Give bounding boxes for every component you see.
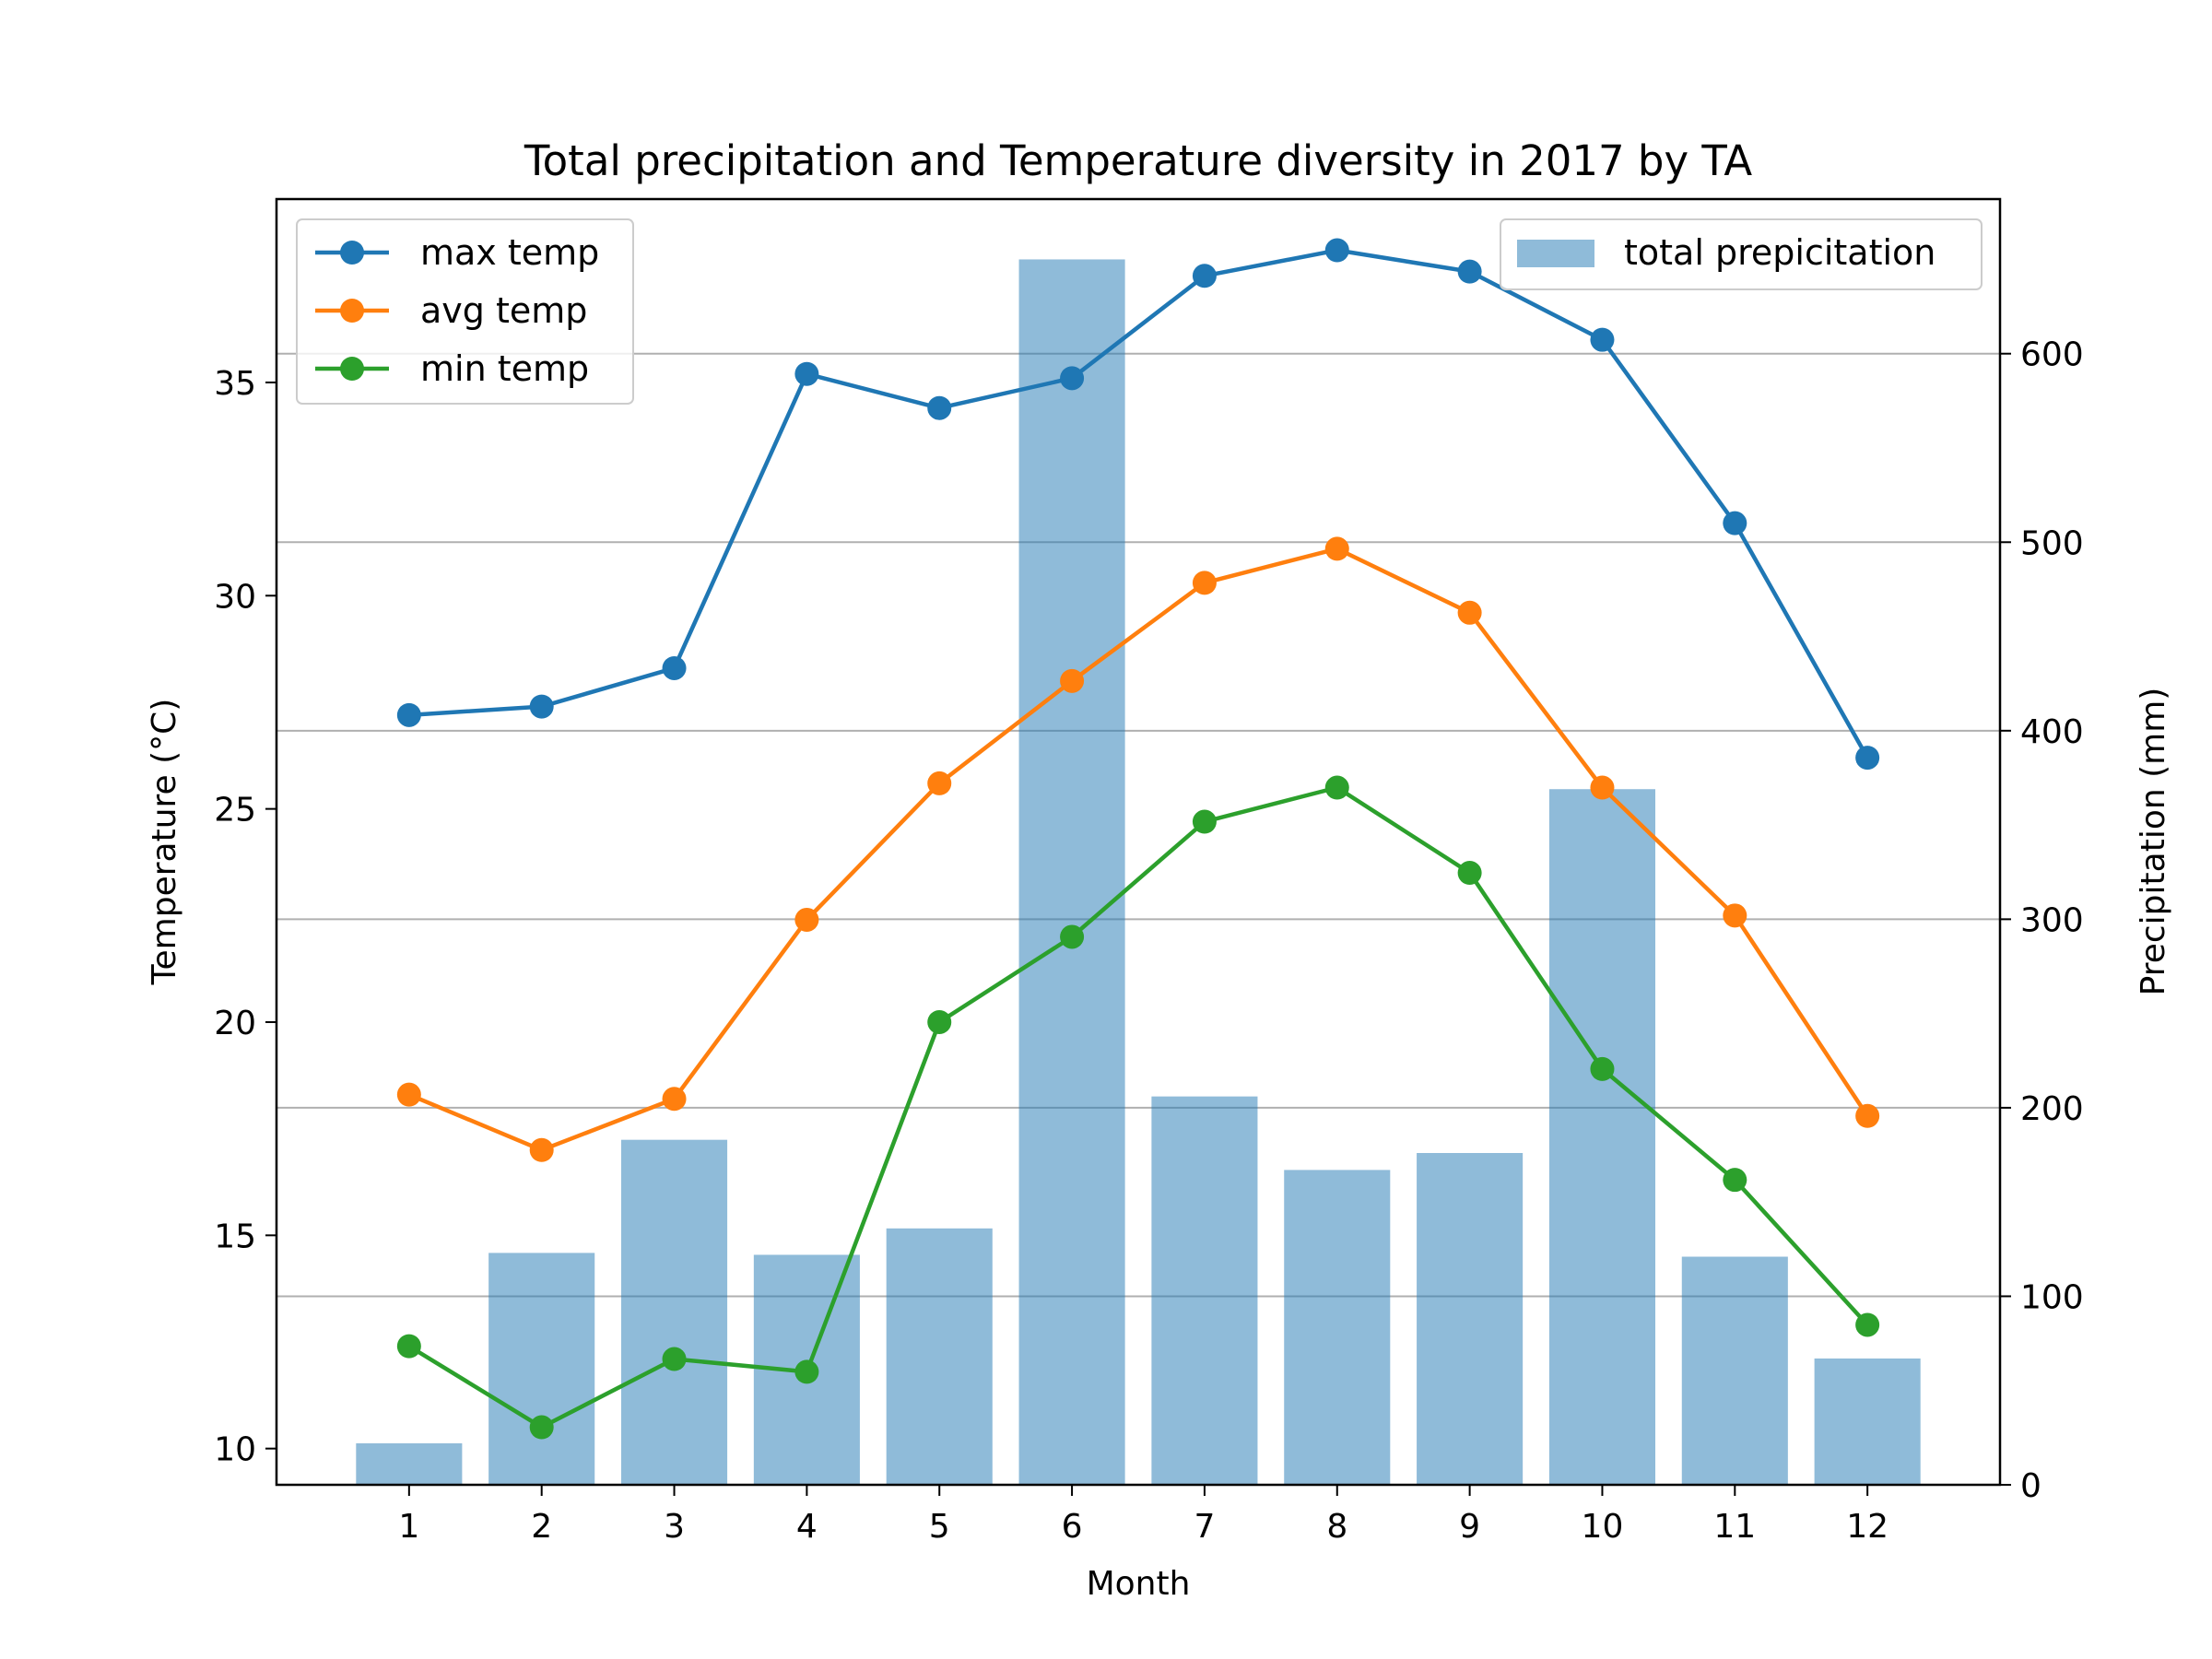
data-point bbox=[1855, 1103, 1880, 1128]
precipitation-bar bbox=[621, 1139, 728, 1485]
data-point bbox=[794, 1359, 819, 1384]
plot-frame bbox=[275, 197, 2002, 1487]
data-point bbox=[1192, 571, 1217, 595]
series-line-min-temp bbox=[407, 785, 1869, 1430]
data-point bbox=[1192, 264, 1217, 288]
data-point bbox=[1723, 511, 1747, 535]
data-point bbox=[529, 1137, 554, 1162]
chart-title: Total precipitation and Temperature dive… bbox=[524, 136, 1753, 185]
legend-marker bbox=[340, 241, 364, 265]
x-axis-ticks: 1 2 3 4 5 6 7 8 9 10 11 12 bbox=[398, 1485, 1888, 1546]
data-point bbox=[1324, 775, 1349, 800]
x-tick-label: 12 bbox=[1846, 1508, 1888, 1546]
precipitation-bar bbox=[1814, 1358, 1921, 1485]
x-tick-label: 8 bbox=[1326, 1508, 1347, 1546]
y-right-tick-label: 100 bbox=[2020, 1278, 2084, 1316]
precipitation-bar bbox=[1284, 1170, 1391, 1485]
data-point bbox=[1855, 746, 1880, 771]
precipitation-bar bbox=[886, 1228, 993, 1485]
legend-label: total prepicitation bbox=[1624, 232, 1936, 273]
x-tick-label: 4 bbox=[796, 1508, 818, 1546]
data-point bbox=[927, 1009, 952, 1034]
precipitation-bar bbox=[1018, 259, 1125, 1485]
data-point bbox=[1060, 924, 1085, 949]
y-right-tick-label: 300 bbox=[2020, 901, 2084, 939]
temperature-lines bbox=[396, 238, 1880, 1440]
y-axis-right-title: Precipitation (mm) bbox=[2135, 688, 2172, 996]
data-point bbox=[662, 1347, 687, 1371]
x-tick-label: 10 bbox=[1582, 1508, 1624, 1546]
y-left-tick-label: 25 bbox=[214, 792, 256, 830]
y-left-tick-label: 10 bbox=[214, 1431, 256, 1469]
data-point bbox=[794, 907, 819, 932]
x-tick-label: 5 bbox=[929, 1508, 950, 1546]
legend-temperature: max temp avg temp min temp bbox=[296, 218, 634, 405]
x-tick-label: 7 bbox=[1194, 1508, 1215, 1546]
legend-marker bbox=[340, 299, 364, 323]
data-point bbox=[1457, 259, 1482, 284]
y-left-tick-label: 15 bbox=[214, 1218, 256, 1255]
data-point bbox=[396, 1334, 421, 1359]
data-point bbox=[1324, 238, 1349, 263]
precipitation-bar bbox=[356, 1443, 463, 1485]
legend-precipitation: total prepicitation bbox=[1500, 218, 1983, 290]
data-point bbox=[1192, 809, 1217, 834]
x-tick-label: 1 bbox=[398, 1508, 419, 1546]
data-point bbox=[1590, 327, 1615, 352]
data-point bbox=[927, 771, 952, 795]
x-tick-label: 9 bbox=[1459, 1508, 1480, 1546]
y-axis-left-ticks: 10 15 20 25 30 35 bbox=[214, 365, 276, 1469]
y-axis-left-title: Temperature (°C) bbox=[146, 699, 183, 986]
precipitation-bar bbox=[1548, 789, 1655, 1485]
legend-swatch bbox=[1517, 240, 1594, 267]
y-right-tick-label: 400 bbox=[2020, 713, 2084, 751]
y-right-tick-label: 200 bbox=[2020, 1090, 2084, 1128]
data-point bbox=[1060, 668, 1085, 693]
legend-label: min temp bbox=[420, 348, 589, 389]
data-point bbox=[1324, 536, 1349, 561]
data-point bbox=[662, 655, 687, 680]
y-left-tick-label: 20 bbox=[214, 1005, 256, 1042]
precipitation-bar bbox=[1681, 1256, 1788, 1485]
data-point bbox=[396, 1082, 421, 1107]
y-right-tick-label: 0 bbox=[2020, 1467, 2041, 1505]
precipitation-bar bbox=[1417, 1153, 1524, 1485]
legend-marker bbox=[340, 357, 364, 381]
precipitation-bar bbox=[1151, 1096, 1258, 1485]
data-point bbox=[1457, 861, 1482, 886]
series-line-max-temp bbox=[408, 248, 1870, 759]
legend-box bbox=[1500, 218, 1983, 290]
y-left-tick-label: 35 bbox=[214, 365, 256, 403]
x-tick-label: 6 bbox=[1062, 1508, 1083, 1546]
data-point bbox=[927, 395, 952, 420]
y-axis-right-ticks: 0 100 200 300 400 500 600 bbox=[2000, 336, 2084, 1505]
data-point bbox=[1590, 775, 1615, 800]
x-tick-label: 2 bbox=[531, 1508, 552, 1546]
y-right-tick-label: 600 bbox=[2020, 336, 2084, 374]
x-axis-title: Month bbox=[1087, 1565, 1191, 1603]
data-point bbox=[1723, 903, 1747, 928]
data-point bbox=[529, 1415, 554, 1440]
legend-label: avg temp bbox=[420, 290, 587, 331]
legend-label: max temp bbox=[420, 232, 599, 273]
x-tick-label: 3 bbox=[664, 1508, 685, 1546]
data-point bbox=[794, 361, 819, 386]
data-point bbox=[662, 1087, 687, 1112]
data-point bbox=[1060, 366, 1085, 391]
precipitation-bars bbox=[356, 259, 1921, 1485]
legend-box bbox=[296, 218, 634, 405]
data-point bbox=[1590, 1056, 1615, 1081]
data-point bbox=[1457, 600, 1482, 625]
data-point bbox=[396, 702, 421, 727]
x-tick-label: 11 bbox=[1713, 1508, 1756, 1546]
data-point bbox=[1855, 1312, 1880, 1337]
y-right-tick-label: 500 bbox=[2020, 524, 2084, 562]
precipitation-bar bbox=[488, 1253, 595, 1485]
data-point bbox=[1723, 1168, 1747, 1193]
y-left-tick-label: 30 bbox=[214, 578, 256, 616]
data-point bbox=[529, 694, 554, 719]
series-line-avg-temp bbox=[407, 547, 1870, 1153]
